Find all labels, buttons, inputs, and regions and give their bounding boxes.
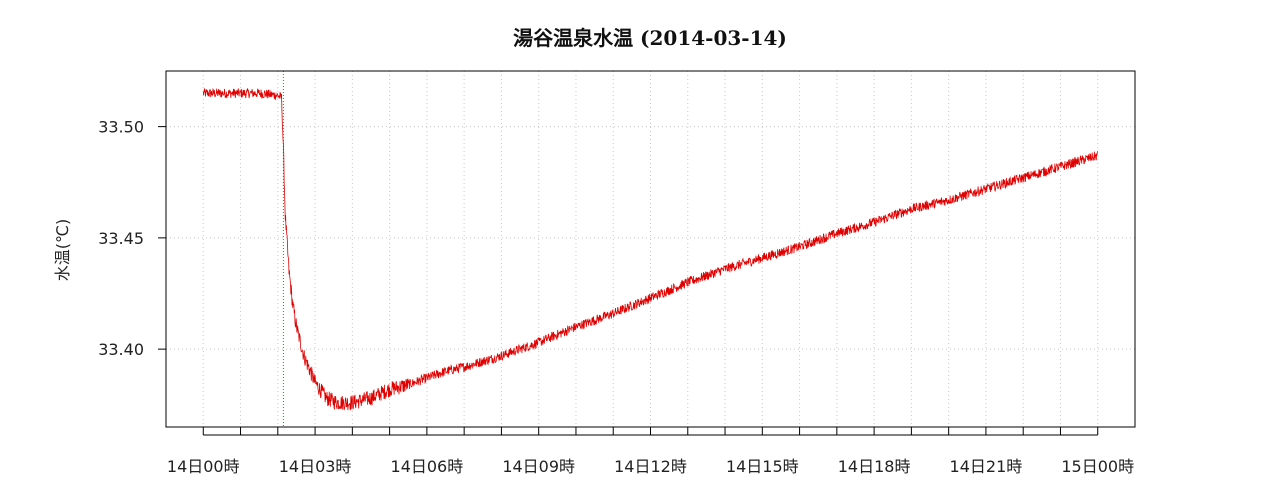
x-tick-label: 14日06時 [391,457,464,476]
y-axis-label: 水温(℃) [53,219,72,281]
x-tick-label: 15日00時 [1061,457,1134,476]
x-tick-label: 14日03時 [279,457,352,476]
chart-title: 湯谷温泉水温 (2014-03-14) [513,26,787,50]
x-tick-label: 14日09時 [502,457,575,476]
y-tick-label: 33.40 [98,340,144,359]
x-tick-label: 14日00時 [167,457,240,476]
x-tick-label: 14日21時 [950,457,1023,476]
x-tick-label: 14日18時 [838,457,911,476]
series-line [202,88,1099,411]
y-axis: 33.40 33.45 33.50 [98,118,166,359]
x-axis: 14日00時 14日03時 14日06時 14日09時 14日12時 14日15時 14日1… [167,427,1134,476]
x-tick-label: 14日12時 [614,457,687,476]
y-tick-label: 33.50 [98,118,144,137]
x-tick-label: 14日15時 [726,457,799,476]
plot-area [202,71,1099,427]
y-tick-label: 33.45 [98,229,144,248]
